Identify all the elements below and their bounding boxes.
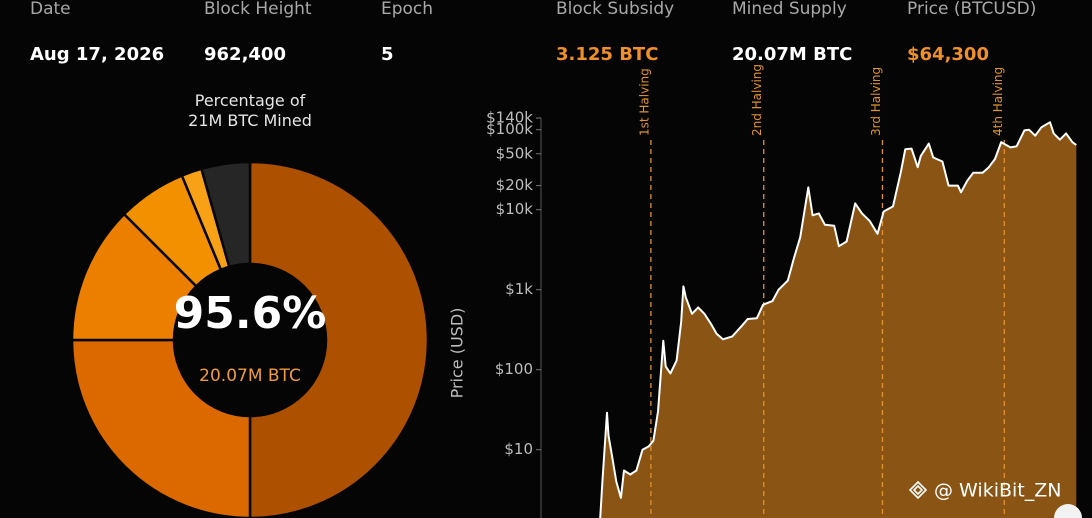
watermark: @ WikiBit_ZN	[908, 480, 1061, 502]
y-tick-label: $50k	[496, 144, 534, 162]
header-value: $64,300	[907, 44, 989, 65]
header-value: 20.07M BTC	[732, 44, 852, 65]
header-label: Epoch	[381, 0, 433, 19]
donut-segment	[248, 160, 430, 518]
header-label: Date	[30, 0, 71, 19]
header-value: 3.125 BTC	[556, 44, 658, 65]
price-line	[599, 121, 1077, 518]
halving-label: 3rd Halving	[869, 67, 883, 136]
donut-center-label: 95.6%	[174, 288, 327, 339]
header-label: Mined Supply	[732, 0, 847, 19]
y-tick-label: $1k	[505, 280, 533, 298]
header-label: Block Subsidy	[556, 0, 674, 19]
halving-label: 1st Halving	[637, 68, 651, 136]
y-tick-label: $140k	[486, 109, 533, 127]
donut-center-sublabel: 20.07M BTC	[199, 366, 301, 386]
donut-title: Percentage of 21M BTC Mined	[188, 91, 312, 130]
y-tick-label: $10k	[496, 200, 534, 218]
header-value: Aug 17, 2026	[30, 44, 164, 65]
header-value: 962,400	[204, 44, 286, 65]
watermark-icon	[908, 480, 928, 500]
corner-button[interactable]	[1054, 504, 1082, 518]
watermark-text: @ WikiBit_ZN	[934, 480, 1061, 502]
price-area	[599, 122, 1077, 518]
y-tick-label: $100	[495, 360, 533, 378]
header-value: 5	[381, 44, 394, 65]
header-label: Price (BTCUSD)	[907, 0, 1036, 19]
header-label: Block Height	[204, 0, 312, 19]
donut-hole	[174, 264, 326, 416]
y-tick-label: $100k	[486, 120, 533, 138]
y-tick-label: $10	[504, 440, 533, 458]
y-tick-label: $20k	[496, 176, 534, 194]
halving-label: 4th Halving	[991, 67, 1005, 136]
y-axis-label: Price (USD)	[448, 308, 467, 399]
halving-label: 2nd Halving	[750, 64, 764, 136]
